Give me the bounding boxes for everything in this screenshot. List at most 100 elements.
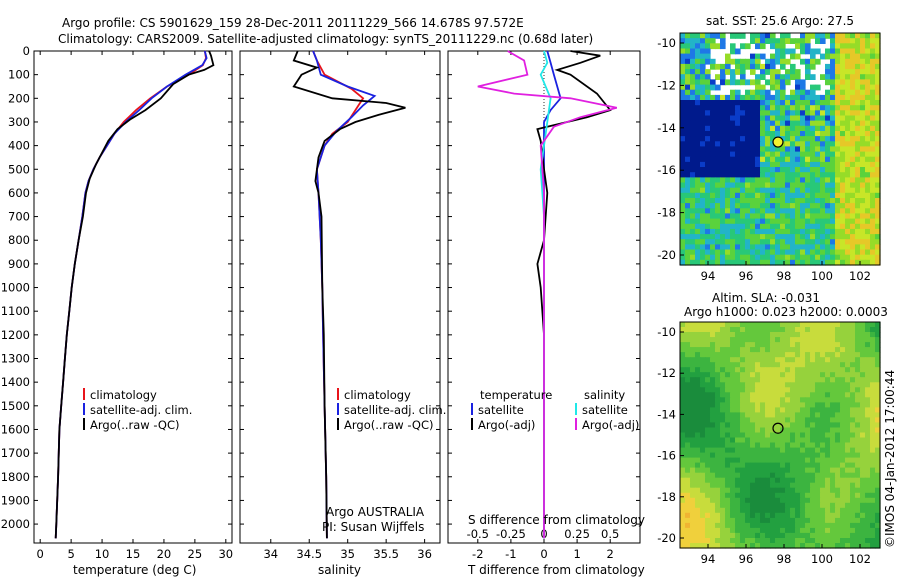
map-cell (845, 167, 851, 173)
map-cell (855, 382, 861, 388)
map-cell (845, 94, 851, 101)
map-cell (830, 427, 836, 434)
map-cell (785, 497, 791, 504)
map-cell (840, 141, 846, 148)
map-cell (870, 94, 876, 101)
map-cell (805, 136, 811, 142)
map-cell (770, 43, 776, 50)
map-cell (855, 442, 861, 449)
map-cell (835, 417, 841, 423)
map-cell (805, 538, 811, 544)
map-cell (840, 407, 846, 413)
map-cell (680, 146, 686, 153)
x-tick-label: -1 (505, 547, 516, 561)
map-cell (775, 397, 781, 403)
map-cell (840, 48, 846, 55)
map-cell (780, 254, 786, 261)
map-cell (860, 69, 866, 75)
map-cell (760, 203, 766, 209)
map-cell (750, 213, 756, 220)
map-cell (690, 432, 696, 439)
map-cell (800, 522, 806, 529)
map-cell (725, 462, 731, 469)
map-cell (790, 427, 796, 434)
map-cell (780, 407, 786, 413)
map-cell (815, 100, 821, 106)
map-cell (690, 161, 696, 168)
map-cell (745, 63, 751, 70)
map-cell (825, 467, 831, 474)
map-cell (810, 198, 816, 204)
map-cell (820, 512, 826, 519)
map-cell (840, 249, 846, 256)
map-cell (720, 38, 726, 44)
map-cell (840, 136, 846, 142)
map-cell (685, 254, 691, 261)
map-cell (780, 357, 786, 363)
map-cell (690, 512, 696, 519)
map-cell (710, 543, 716, 549)
map-cell (835, 33, 841, 39)
map-cell (775, 79, 781, 86)
map-cell (730, 352, 736, 358)
map-cell (770, 234, 776, 240)
map-cell (825, 477, 831, 484)
map-cell (720, 120, 726, 127)
y-tick-label: 1600 (1, 422, 30, 436)
map-cell (705, 517, 711, 524)
map-cell (850, 427, 856, 434)
map-cell (865, 244, 871, 251)
map-cell (810, 543, 816, 549)
map-cell (750, 223, 756, 230)
map-cell (780, 74, 786, 80)
map-cell (790, 141, 796, 148)
map-cell (850, 167, 856, 173)
map-cell (710, 125, 716, 132)
map-cell (795, 532, 801, 539)
map-cell (780, 125, 786, 132)
map-cell (695, 89, 701, 96)
map-cell (705, 492, 711, 499)
map-cell (725, 522, 731, 529)
map-cell (775, 213, 781, 220)
map-cell (870, 254, 876, 261)
map-cell (700, 172, 706, 178)
map-cell (825, 259, 831, 266)
map-cell (845, 43, 851, 50)
map-cell (835, 437, 841, 444)
map-cell (835, 156, 841, 163)
map-cell (730, 141, 736, 148)
map-cell (775, 417, 781, 423)
map-cell (785, 487, 791, 494)
map-cell (785, 402, 791, 408)
map-cell (695, 507, 701, 514)
map-cell (735, 332, 741, 338)
map-cell (690, 402, 696, 408)
map-cell (805, 492, 811, 499)
map-cell (715, 522, 721, 529)
map-cell (865, 502, 871, 509)
map-cell (735, 522, 741, 529)
map-cell (855, 53, 861, 60)
map-cell (750, 387, 756, 393)
map-cell (830, 327, 836, 333)
map-cell (795, 482, 801, 489)
sst-title: sat. SST: 25.6 Argo: 27.5 (706, 14, 854, 28)
map-cell (815, 182, 821, 189)
map-cell (770, 462, 776, 469)
map-cell (785, 249, 791, 256)
map-cell (705, 218, 711, 225)
map-cell (835, 477, 841, 484)
map-cell (735, 342, 741, 348)
map-cell (760, 507, 766, 514)
map-cell (715, 322, 721, 328)
map-cell (745, 492, 751, 499)
map-cell (700, 33, 706, 39)
map-cell (695, 79, 701, 86)
map-cell (780, 387, 786, 393)
map-cell (735, 218, 741, 225)
map-cell (710, 172, 716, 178)
map-cell (685, 322, 691, 328)
map-cell (790, 512, 796, 519)
map-cell (710, 94, 716, 101)
